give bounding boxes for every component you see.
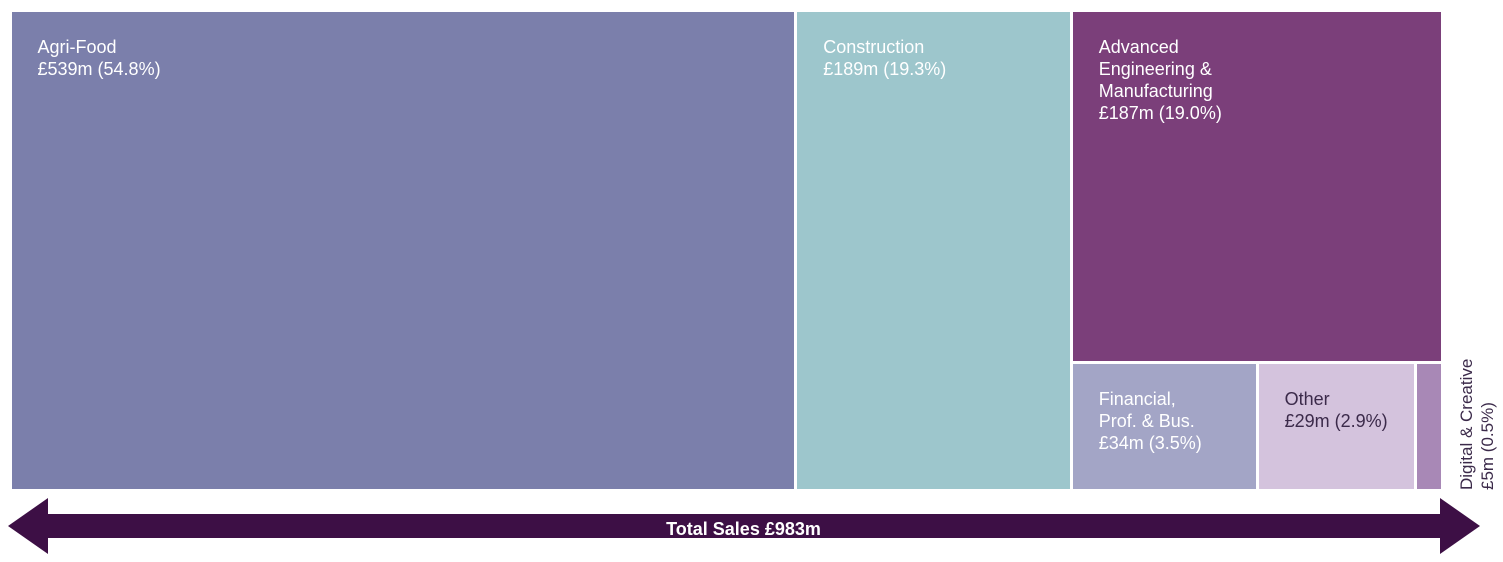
treemap-label-other: Other £29m (2.9%) [1284, 388, 1388, 431]
treemap-cell-other: Other £29m (2.9%) [1258, 363, 1415, 489]
side-label-name: Digital & Creative [1457, 358, 1476, 490]
treemap-cell-agri-food: Agri-Food £539m (54.8%) [11, 11, 795, 489]
treemap-cell-digital-creative [1417, 363, 1442, 489]
treemap-label-construction: Construction £189m (19.3%) [823, 36, 947, 79]
treemap-label-financial-prof-bus: Financial, Prof. & Bus. £34m (3.5%) [1098, 388, 1202, 453]
total-sales-arrow [8, 498, 1480, 554]
treemap-cell-construction: Construction £189m (19.3%) [797, 11, 1070, 489]
treemap-label-agri-food: Agri-Food £539m (54.8%) [37, 36, 161, 79]
treemap-cell-financial-prof-bus: Financial, Prof. & Bus. £34m (3.5%) [1072, 363, 1256, 489]
treemap-side-label-digital-creative: Digital & Creative £5m (0.5%) [1456, 359, 1498, 490]
treemap-cell-advanced-engineering-manufacturing: Advanced Engineering & Manufacturing £18… [1072, 11, 1442, 361]
treemap-label-advanced-engineering-manufacturing: Advanced Engineering & Manufacturing £18… [1098, 36, 1222, 123]
side-label-value: £5m (0.5%) [1478, 402, 1497, 490]
total-sales-arrow-shape [8, 498, 1480, 554]
total-sales-label: Total Sales £983m [666, 519, 821, 539]
